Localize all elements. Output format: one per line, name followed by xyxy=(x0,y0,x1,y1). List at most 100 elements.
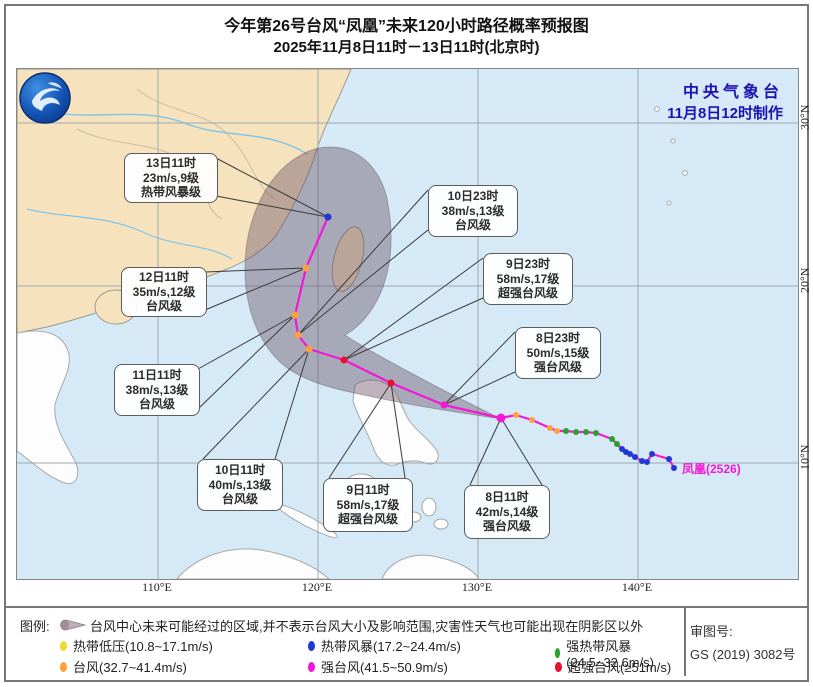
approval-label: 审图号: xyxy=(690,624,733,639)
callout-line: 热带风暴级 xyxy=(140,185,201,200)
agency-name: 中央气象台 xyxy=(682,84,783,101)
legend-item: 超强台风(≥51m/s) xyxy=(555,657,671,676)
forecast-track-point[interactable] xyxy=(302,264,310,272)
callout-line: 9日11时 xyxy=(346,482,390,497)
callout-line: 10日11时 xyxy=(214,462,266,477)
leader-line xyxy=(274,348,310,460)
leader-line xyxy=(343,257,484,361)
forecast-track-point[interactable] xyxy=(387,379,395,387)
callout-line: 42m/s,14级 xyxy=(475,504,539,519)
river xyxy=(26,208,233,260)
forecast-callout: 10日11时 40m/s,13级 台风级 xyxy=(197,459,283,511)
intensity-dot-icon xyxy=(60,640,67,651)
intensity-dot-icon xyxy=(555,661,562,672)
cone-legend-icon xyxy=(60,619,86,631)
longitude-tick-label: 130°E xyxy=(461,580,493,594)
island xyxy=(670,138,676,144)
forecast-callout: 12日11时 35m/s,12级 台风级 xyxy=(121,267,207,317)
leader-line xyxy=(443,331,516,406)
legend-item-label: 热带低压(10.8~17.1m/s) xyxy=(73,639,213,654)
island xyxy=(702,88,708,94)
callout-line: 58m/s,17级 xyxy=(336,497,400,512)
legend-divider xyxy=(684,608,686,676)
callout-line: 台风级 xyxy=(221,492,258,507)
forecast-track-point[interactable] xyxy=(291,311,299,319)
history-track-point[interactable] xyxy=(547,425,553,431)
history-track-point[interactable] xyxy=(666,456,672,462)
leader-line xyxy=(297,229,429,336)
callout-line: 超强台风级 xyxy=(497,286,558,301)
history-track-point[interactable] xyxy=(639,458,645,464)
history-track-point[interactable] xyxy=(671,465,677,471)
forecast-callout: 9日23时 58m/s,17级 超强台风级 xyxy=(483,253,573,305)
forecast-track-point[interactable] xyxy=(294,331,302,339)
legend-header: 图例: xyxy=(20,619,50,634)
longitude-axis: 110°E 120°E 130°E 140°E xyxy=(16,580,797,596)
island xyxy=(654,106,660,112)
latitude-tick-label: 20°N xyxy=(797,267,812,293)
callout-line: 10日23时 xyxy=(447,188,499,203)
callout-line: 38m/s,13级 xyxy=(441,203,505,218)
history-track-point[interactable] xyxy=(614,441,620,447)
history-track-point[interactable] xyxy=(554,428,560,434)
callout-line: 11日11时 xyxy=(132,367,182,382)
legend-item-label: 超强台风(≥51m/s) xyxy=(568,660,672,675)
issue-time: 11月8日12时制作 xyxy=(667,105,783,122)
intensity-dot-icon xyxy=(555,648,561,658)
callout-line: 40m/s,13级 xyxy=(208,477,272,492)
history-track-point[interactable] xyxy=(644,459,650,465)
leader-line xyxy=(197,314,296,410)
legend-item: 热带风暴(17.2~24.4m/s) xyxy=(308,636,461,655)
forecast-track-point[interactable] xyxy=(305,345,313,353)
callout-line: 台风级 xyxy=(145,299,182,314)
forecast-callout: 8日11时 42m/s,14级 强台风级 xyxy=(464,485,550,539)
intensity-dot-icon xyxy=(308,640,315,651)
callout-line: 强台风级 xyxy=(533,360,582,375)
history-track-point[interactable] xyxy=(593,430,599,436)
taiwan-island xyxy=(331,226,365,292)
leader-line xyxy=(297,189,429,336)
legend-item-label: 强台风(41.5~50.9m/s) xyxy=(321,660,448,675)
forecast-callout: 9日11时 58m/s,17级 超强台风级 xyxy=(323,478,413,532)
leader-line xyxy=(328,382,392,479)
latitude-tick-label: 30°N xyxy=(797,104,812,130)
callout-line: 50m/s,15级 xyxy=(526,345,590,360)
map-canvas[interactable]: 凤凰(2526) 13日11时 23m/s,9级 热带风暴级 12日11时 35m/s,… xyxy=(16,68,799,580)
legend-row: 热带低压(10.8~17.1m/s) 热带风暴(17.2~24.4m/s) 强热带风… xyxy=(50,636,680,670)
leader-line xyxy=(443,371,516,406)
history-track-point[interactable] xyxy=(573,429,579,435)
legend-box: 图例: 台风中心未来可能经过的区域,并不表示台风大小及影响范围,灾害性天气也可能… xyxy=(4,606,809,682)
legend-item-label: 强热带风暴(24.5~32.6m/s) xyxy=(566,639,655,670)
longitude-tick-label: 140°E xyxy=(621,580,653,594)
callout-leader-lines xyxy=(197,157,543,486)
history-track-point[interactable] xyxy=(632,454,638,460)
callout-line: 8日11时 xyxy=(485,489,529,504)
luzon-island xyxy=(352,379,439,466)
current-position-point[interactable] xyxy=(496,413,506,423)
history-track-point[interactable] xyxy=(649,451,655,457)
typhoon-track-points xyxy=(291,213,677,471)
intensity-dot-icon xyxy=(60,661,67,672)
river xyxy=(36,108,308,155)
history-track-point[interactable] xyxy=(529,417,535,423)
history-track-point[interactable] xyxy=(609,436,615,442)
history-track-point[interactable] xyxy=(513,412,519,418)
history-track-point[interactable] xyxy=(619,446,625,452)
legend-item-label: 台风(32.7~41.4m/s) xyxy=(73,660,187,675)
approval-value: GS (2019) 3082号 xyxy=(690,647,796,663)
leader-line xyxy=(204,267,307,311)
forecast-track-point[interactable] xyxy=(324,213,332,221)
island xyxy=(682,170,688,176)
legend-item-label: 热带风暴(17.2~24.4m/s) xyxy=(321,639,461,654)
callout-line: 35m/s,12级 xyxy=(132,284,196,299)
leader-line xyxy=(469,417,502,486)
leader-line xyxy=(390,382,406,479)
storm-name-label: 凤凰(2526) xyxy=(682,462,741,476)
callout-line: 台风级 xyxy=(138,397,175,412)
forecast-track-point[interactable] xyxy=(340,356,348,364)
callout-line: 强台风级 xyxy=(482,519,531,534)
history-track-point[interactable] xyxy=(563,428,569,434)
callout-line: 38m/s,13级 xyxy=(125,382,189,397)
history-track-point[interactable] xyxy=(583,429,589,435)
forecast-track-point[interactable] xyxy=(440,401,448,409)
